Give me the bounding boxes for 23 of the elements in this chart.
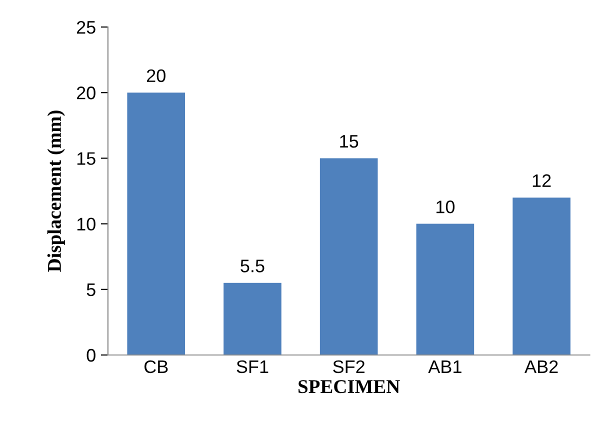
y-tick-label: 5	[86, 284, 96, 296]
data-label: 5.5	[240, 260, 264, 272]
y-tick-label: 15	[77, 152, 96, 165]
x-axis-title: SPECIMEN	[298, 380, 400, 394]
bar	[512, 198, 570, 355]
y-axis-title: Displacement (mm)	[47, 110, 65, 272]
x-tick-label: SF1	[236, 360, 268, 374]
data-label: 10	[436, 200, 455, 214]
y-tick-label: 20	[76, 86, 96, 100]
data-label: 15	[340, 135, 358, 148]
y-tick-label: 25	[76, 20, 96, 34]
x-tick-label: SF2	[333, 360, 364, 374]
data-label: 12	[532, 174, 551, 187]
x-tick-label: CB	[144, 360, 168, 374]
x-tick-label: AB1	[428, 360, 462, 373]
bar	[224, 282, 282, 355]
y-tick-label: 0	[86, 348, 96, 362]
bar	[320, 158, 378, 355]
y-tick-label: 10	[77, 218, 96, 231]
data-label: 20	[146, 69, 166, 82]
x-tick-label: AB2	[524, 360, 558, 373]
bar	[416, 224, 474, 355]
bar	[127, 92, 186, 355]
